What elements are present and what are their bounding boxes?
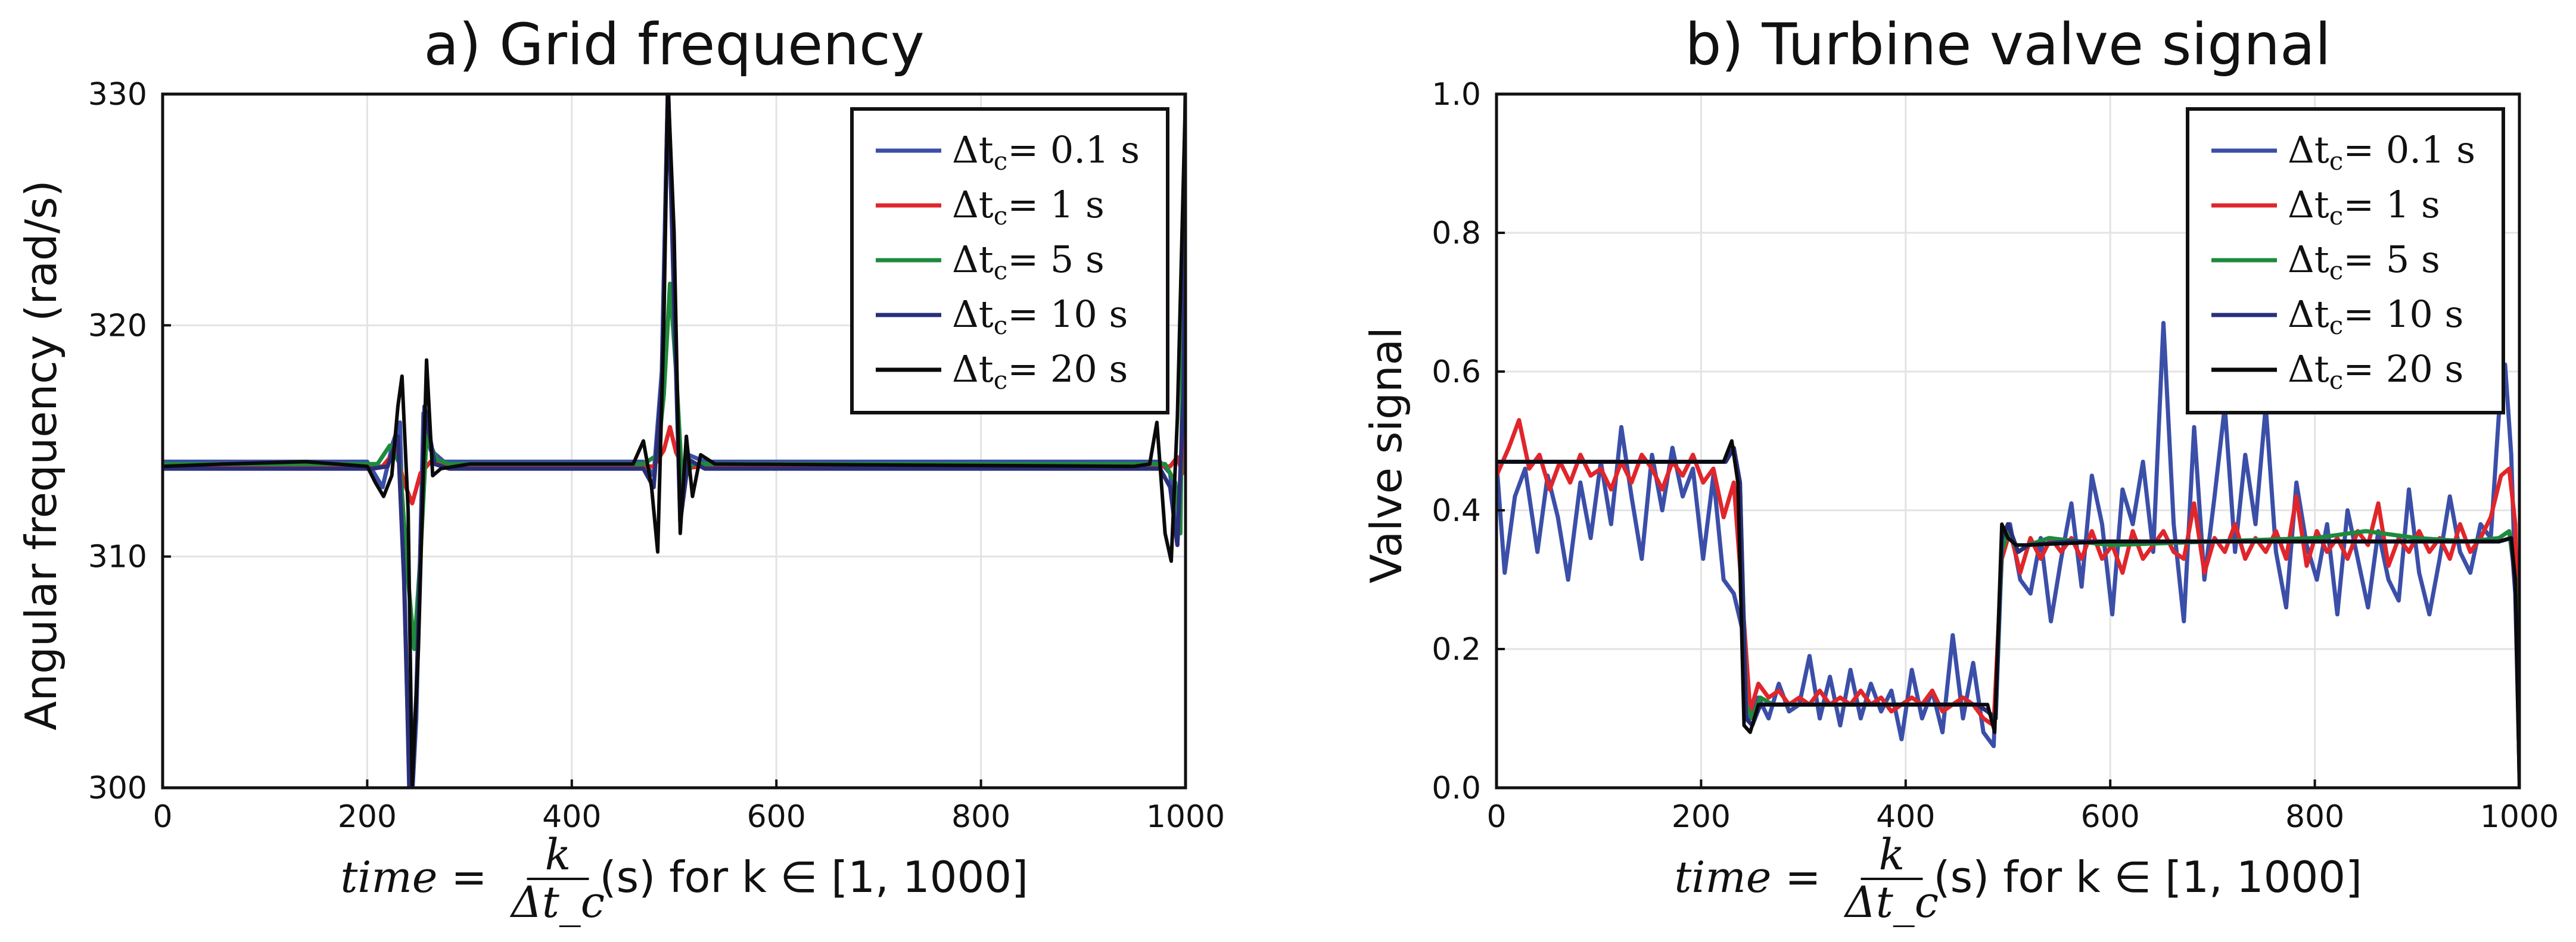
- y-axis-label: Valve signal: [1361, 327, 1411, 584]
- legend-label-3: Δtc= 10 s: [952, 292, 1128, 340]
- legend-label-4: Δtc= 20 s: [2288, 347, 2463, 395]
- x-tick-label: 200: [338, 799, 397, 835]
- y-tick-label: 330: [88, 77, 147, 113]
- series-line-4: [163, 94, 1186, 788]
- x-tick-label: 600: [2081, 799, 2140, 835]
- x-tick-label: 400: [1876, 799, 1935, 835]
- y-tick-label: 1.0: [1432, 77, 1481, 113]
- x-axis-label-denominator: Δt_c: [1843, 877, 1939, 927]
- x-axis-label: time = kΔt_c(s) for k ∈ [1, 1000]: [1675, 829, 2363, 927]
- plot-frame: [1495, 92, 2521, 790]
- x-axis-label: time = kΔt_c(s) for k ∈ [1, 1000]: [341, 829, 1029, 927]
- x-tick-label: 1000: [1146, 799, 1225, 835]
- x-tick-label: 800: [2285, 799, 2344, 835]
- y-tick-label: 300: [88, 771, 147, 806]
- x-tick-label: 800: [951, 799, 1010, 835]
- legend-label-2: Δtc= 5 s: [952, 238, 1105, 285]
- chart-turbine-valve-signal: 0 200 400 600 800 1000 0.0 0.2 0.4 0.6 0.8 1.0 b) T…: [1361, 11, 2559, 927]
- plot-frame: [161, 92, 1187, 790]
- legend-label-1: Δtc= 1 s: [952, 183, 1105, 230]
- legend-label-0: Δtc= 0.1 s: [2288, 128, 2475, 176]
- x-axis-label-text: time =: [1675, 852, 1821, 902]
- legend-label-2: Δtc= 5 s: [2288, 238, 2440, 285]
- y-tick-label: 0.6: [1432, 354, 1481, 390]
- y-tick-label: 0.4: [1432, 493, 1481, 529]
- x-tick-label: 400: [542, 799, 601, 835]
- y-tick-label: 310: [88, 539, 147, 575]
- y-tick-label: 0.2: [1432, 632, 1481, 667]
- x-tick-label: 0: [1486, 799, 1506, 835]
- legend-label-1: Δtc= 1 s: [2288, 183, 2440, 230]
- legend-label-0: Δtc= 0.1 s: [952, 128, 1140, 176]
- y-tick-label: 0.8: [1432, 216, 1481, 251]
- series-line-4: [1497, 439, 2519, 788]
- x-tick-label: 1000: [2480, 799, 2559, 835]
- x-tick-label: 200: [1672, 799, 1731, 835]
- x-axis-label-numerator: k: [1879, 829, 1905, 879]
- legend-label-4: Δtc= 20 s: [952, 347, 1128, 395]
- x-tick-label: 600: [747, 799, 806, 835]
- legend: Δtc= 0.1 s Δtc= 1 s Δtc= 5 s Δtc= 10 s Δtc= …: [850, 107, 1169, 414]
- x-axis-label-rest: (s) for k ∈ [1, 1000]: [1934, 852, 2363, 902]
- series-line-3: [163, 94, 1186, 788]
- chart-grid-frequency: 0 200 400 600 800 1000 300 310 320 330 a) Grid fr…: [16, 11, 1225, 927]
- y-axis-label: Angular frequency (rad/s): [16, 180, 66, 730]
- x-axis-label-rest: (s) for k ∈ [1, 1000]: [600, 852, 1029, 902]
- legend: Δtc= 0.1 s Δtc= 1 s Δtc= 5 s Δtc= 10 s Δtc= …: [2186, 107, 2505, 414]
- chart-title: a) Grid frequency: [424, 11, 924, 78]
- legend-label-3: Δtc= 10 s: [2288, 292, 2463, 340]
- x-axis-label-denominator: Δt_c: [509, 877, 605, 927]
- chart-title: b) Turbine valve signal: [1685, 11, 2331, 78]
- x-axis-label-text: time =: [341, 852, 487, 902]
- x-axis-label-numerator: k: [545, 829, 571, 879]
- y-tick-label: 320: [88, 308, 147, 344]
- x-tick-label: 0: [153, 799, 172, 835]
- y-tick-label: 0.0: [1432, 771, 1481, 806]
